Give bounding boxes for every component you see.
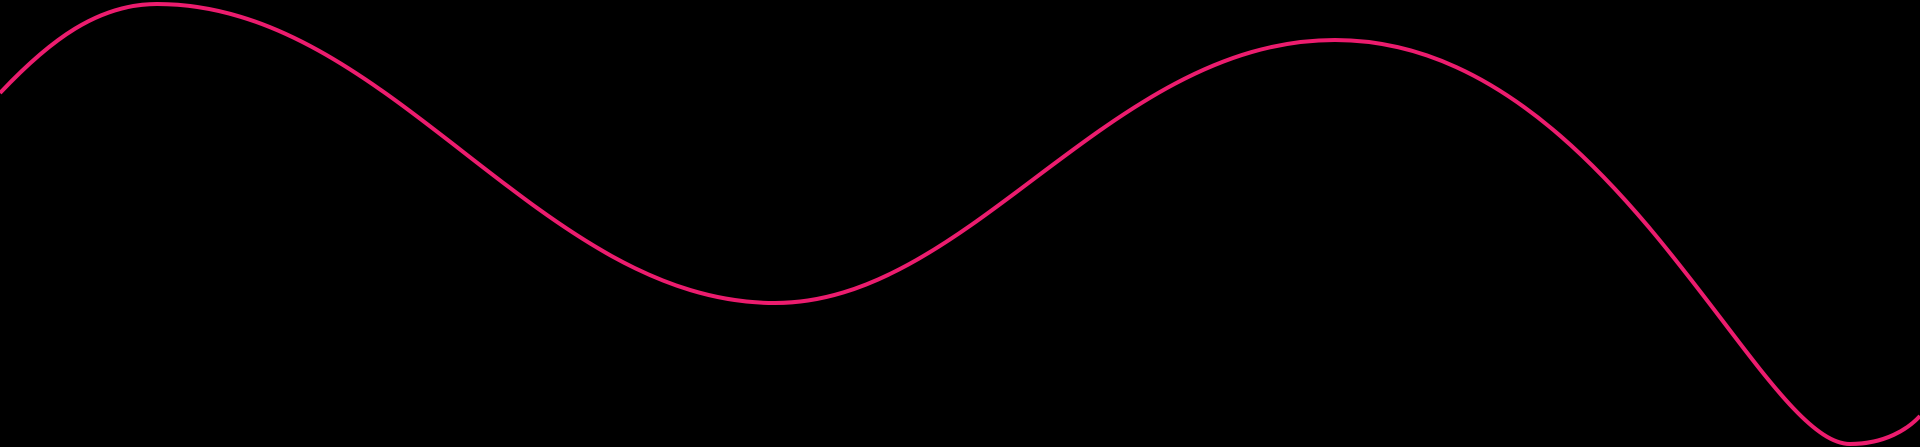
black-canvas bbox=[0, 0, 1920, 447]
wave-curve-chart bbox=[0, 2, 1920, 446]
wave-curve-line bbox=[0, 2, 1920, 446]
